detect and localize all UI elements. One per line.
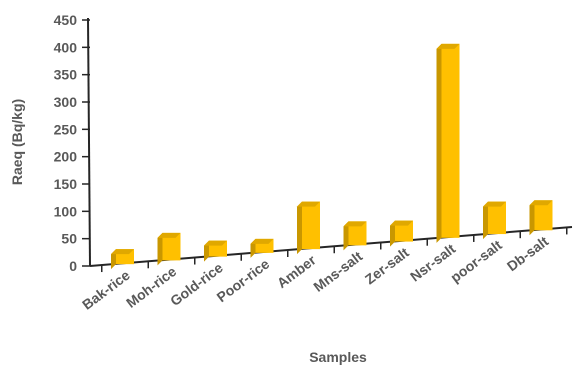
bar-top xyxy=(529,200,553,206)
bar-side xyxy=(204,240,209,262)
bar xyxy=(111,249,134,270)
bar-front xyxy=(441,43,460,238)
bar-side xyxy=(529,200,535,236)
bar xyxy=(529,200,553,236)
category-label: Mns-salt xyxy=(310,248,365,295)
bar-front xyxy=(162,232,181,261)
bar-top xyxy=(157,232,181,238)
y-tick-label: 200 xyxy=(54,149,78,165)
bar xyxy=(157,232,181,266)
bar-top xyxy=(436,43,460,49)
bar xyxy=(483,201,506,240)
bar xyxy=(297,201,320,255)
category-label: Bak-rice xyxy=(79,267,133,313)
bar-top xyxy=(483,201,506,207)
bar xyxy=(343,221,367,251)
bar-front xyxy=(488,201,506,235)
y-tick-label: 0 xyxy=(69,258,77,274)
bar-side xyxy=(297,201,302,255)
bar-side xyxy=(483,201,488,240)
y-tick-label: 300 xyxy=(54,94,78,110)
bar-side xyxy=(390,220,395,247)
y-tick-label: 150 xyxy=(54,176,78,192)
x-axis-ticks xyxy=(101,227,568,273)
y-tick-label: 50 xyxy=(61,231,77,247)
bar-front xyxy=(395,220,413,242)
category-label: Zer-salt xyxy=(362,244,412,287)
y-tick-label: 350 xyxy=(54,67,78,83)
bar-top xyxy=(390,220,413,226)
bar-top xyxy=(111,249,134,255)
bar-front xyxy=(534,200,553,231)
y-axis-ticks: 0 50 100 150 200 250 300 350 400 450 xyxy=(54,12,90,274)
bar-side xyxy=(343,221,349,251)
bar-top xyxy=(250,238,274,244)
bars xyxy=(111,43,553,270)
y-axis-line xyxy=(87,17,91,267)
bar xyxy=(204,240,227,262)
bar-top xyxy=(204,240,227,246)
bar-top xyxy=(297,201,320,207)
bar-side xyxy=(436,43,442,243)
bar xyxy=(436,43,460,243)
category-label: Db-salt xyxy=(504,233,552,275)
bar-front xyxy=(302,201,320,250)
bar xyxy=(390,220,413,247)
category-label: Poor-rice xyxy=(214,255,273,305)
category-label: poor-salt xyxy=(447,236,505,285)
y-tick-label: 100 xyxy=(54,203,78,219)
bar-side xyxy=(157,232,163,266)
y-tick-label: 450 xyxy=(54,12,78,28)
y-axis-title: Raeq (Bq/kg) xyxy=(9,99,25,185)
y-tick-label: 250 xyxy=(54,121,78,137)
category-label: Gold-rice xyxy=(167,259,226,309)
bar-top xyxy=(343,221,367,227)
bar-front xyxy=(348,221,367,246)
y-tick-label: 400 xyxy=(54,39,78,55)
category-label: Moh-rice xyxy=(123,263,179,311)
bar xyxy=(250,238,274,258)
x-axis-title: Samples xyxy=(309,349,367,365)
